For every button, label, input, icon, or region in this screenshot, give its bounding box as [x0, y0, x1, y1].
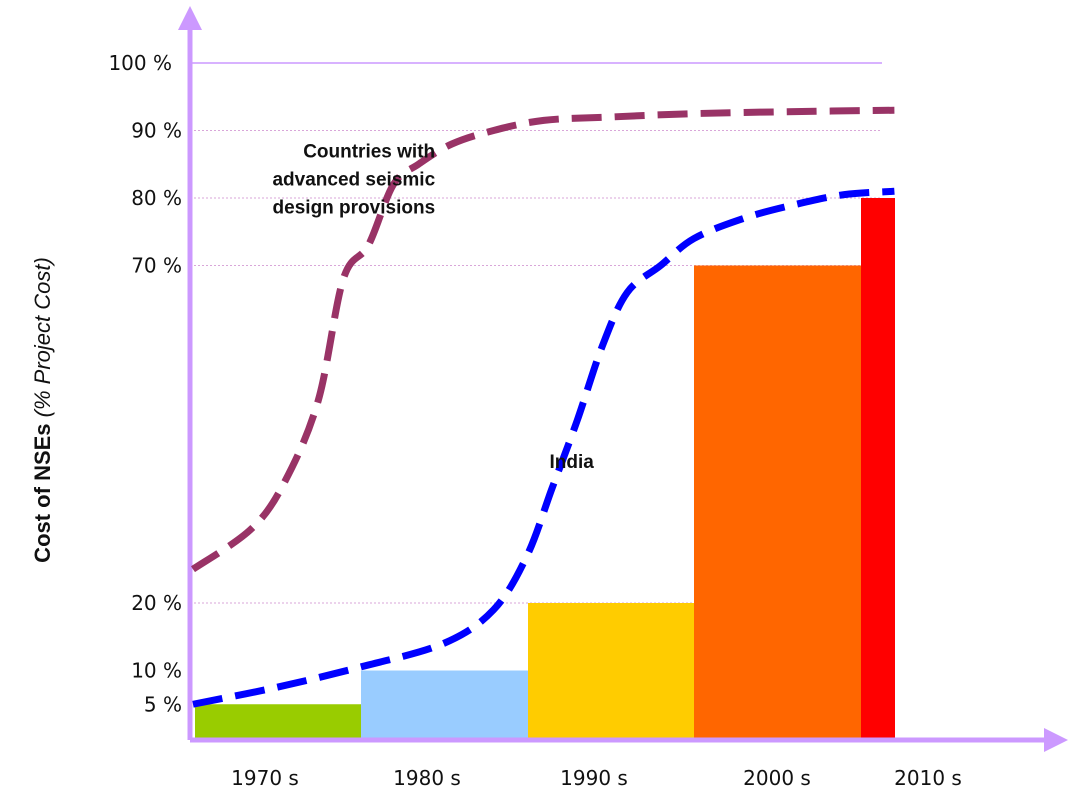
annotation-line: Countries with: [303, 142, 435, 163]
bar-2010s: [861, 198, 895, 738]
x-tick-label: 1980 s: [393, 766, 461, 790]
x-tick-label: 2000 s: [743, 766, 811, 790]
y-tick-label: 80 %: [131, 186, 182, 210]
y-tick-label: 100 %: [108, 51, 172, 75]
x-tick-label: 2010 s: [894, 766, 962, 790]
india-line: [192, 187, 895, 708]
tick-labels: 5 % 10 % 20 % 70 % 80 % 90 % 100 % 1970 s 1980 s…: [108, 51, 961, 790]
bar-2000s: [694, 265, 861, 738]
bar-1990s: [528, 603, 694, 738]
y-tick-label: 5 %: [144, 692, 182, 716]
annotation-india: India: [549, 452, 594, 473]
bars: [195, 198, 895, 738]
y-tick-label: 20 %: [131, 591, 182, 615]
annotation-line: advanced seismic: [272, 170, 435, 191]
x-tick-label: 1970 s: [231, 766, 299, 790]
x-tick-label: 1990 s: [560, 766, 628, 790]
annotations: Countries with advanced seismic design pro…: [272, 142, 594, 474]
annotation-line: India: [549, 452, 594, 473]
y-tick-label: 90 %: [131, 119, 182, 143]
y-axis-label: Cost of NSEs (% Project Cost): [30, 257, 55, 563]
bar-1970s: [195, 704, 361, 738]
y-axis-label-italic: (% Project Cost): [30, 257, 55, 417]
annotation-advanced-countries: Countries with advanced seismic design pro…: [272, 142, 435, 219]
axes: [178, 6, 1068, 752]
advanced-countries-line: [191, 106, 895, 573]
y-tick-label: 10 %: [131, 659, 182, 683]
y-tick-label: 70 %: [131, 254, 182, 278]
y-axis-arrowhead: [178, 6, 202, 30]
bar-1980s: [361, 670, 528, 738]
y-axis-label-bold: Cost of NSEs: [30, 423, 55, 562]
annotation-line: design provisions: [273, 198, 436, 219]
series-lines: [191, 106, 895, 708]
x-axis-arrowhead: [1044, 728, 1068, 752]
